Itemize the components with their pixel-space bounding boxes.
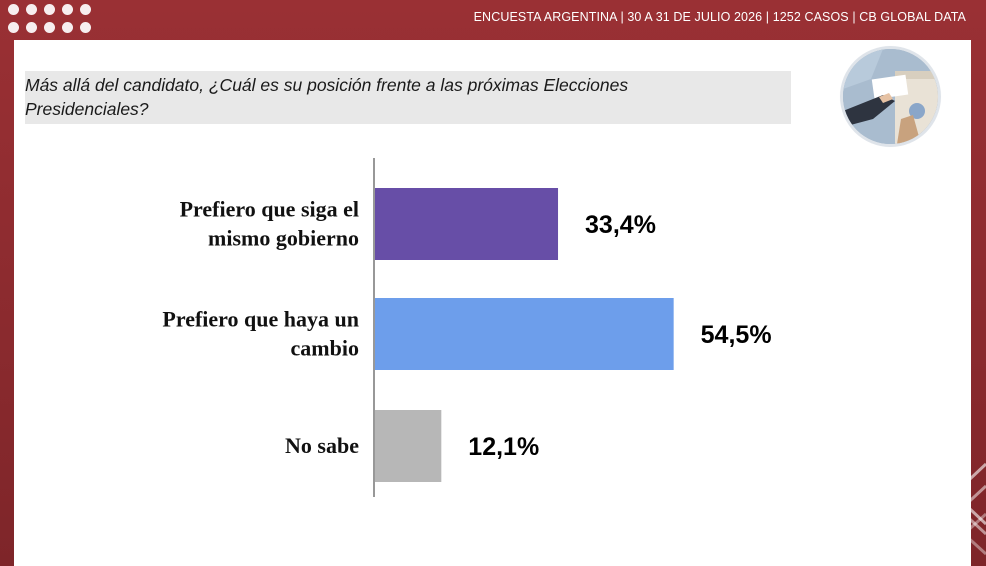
dot-icon (80, 4, 91, 15)
value-label-3: 12,1% (468, 433, 539, 461)
question-text: Más allá del candidato, ¿Cuál es su posi… (25, 75, 629, 119)
ballot-box-photo (843, 49, 938, 144)
dot-icon (8, 22, 19, 33)
dot-icon (26, 4, 37, 15)
content-panel: Más allá del candidato, ¿Cuál es su posi… (14, 40, 971, 566)
category-label-1: Prefiero que siga el (180, 197, 359, 222)
dot-icon (62, 4, 73, 15)
category-label-2: Prefiero que haya un (162, 307, 359, 332)
category-label-1: mismo gobierno (208, 226, 359, 251)
category-label-3: No sabe (285, 433, 359, 458)
bar-2 (375, 298, 674, 370)
dot-icon (26, 22, 37, 33)
value-label-2: 54,5% (701, 321, 772, 349)
dot-icon (62, 22, 73, 33)
survey-info: ENCUESTA ARGENTINA | 30 A 31 DE JULIO 20… (473, 10, 966, 24)
dot-icon (80, 22, 91, 33)
bar-3 (375, 410, 442, 482)
dot-icon (44, 22, 55, 33)
bar-1 (375, 188, 559, 260)
dot-icon (44, 4, 55, 15)
chevron-decoration-icon (951, 462, 986, 556)
question-box (25, 71, 791, 124)
category-label-2: cambio (291, 336, 359, 361)
value-label-1: 33,4% (585, 211, 656, 239)
dot-icon (8, 4, 19, 15)
